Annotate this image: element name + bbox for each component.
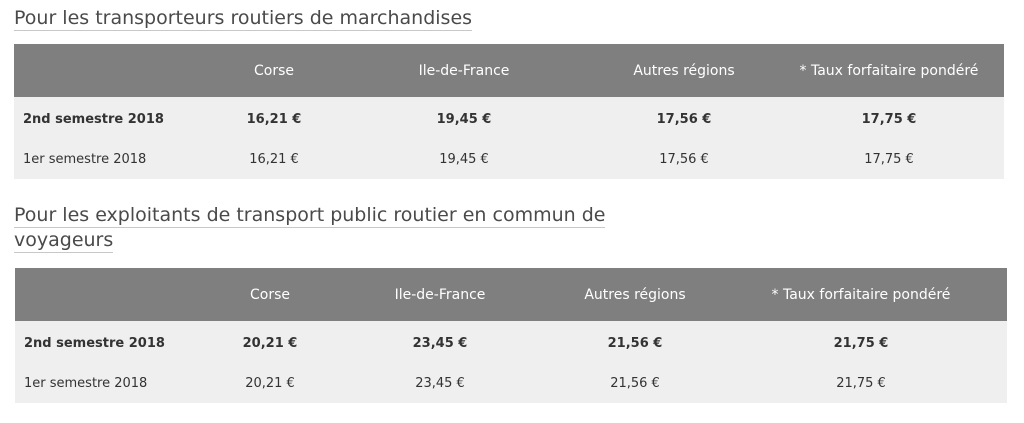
table-row: 1er semestre 2018 20,21 € 23,45 € 21,56 … bbox=[15, 363, 1007, 403]
section-title-goods-transport: Pour les transporteurs routiers de march… bbox=[14, 7, 473, 31]
header-autres-regions: Autres régions bbox=[555, 268, 715, 321]
header-taux-forfaitaire: * Taux forfaitaire pondéré bbox=[774, 44, 1004, 97]
cell-autres-regions: 17,56 € bbox=[594, 97, 774, 139]
cell-corse: 16,21 € bbox=[214, 139, 334, 179]
row-label: 1er semestre 2018 bbox=[14, 139, 214, 179]
header-corse: Corse bbox=[214, 44, 334, 97]
header-taux-forfaitaire: * Taux forfaitaire pondéré bbox=[715, 268, 1007, 321]
header-empty bbox=[14, 44, 214, 97]
cell-corse: 20,21 € bbox=[215, 363, 325, 403]
row-label: 2nd semestre 2018 bbox=[14, 97, 214, 139]
table-row: 2nd semestre 2018 20,21 € 23,45 € 21,56 … bbox=[15, 321, 1007, 363]
header-empty bbox=[15, 268, 215, 321]
table-row: 1er semestre 2018 16,21 € 19,45 € 17,56 … bbox=[14, 139, 1004, 179]
header-ile-de-france: Ile-de-France bbox=[325, 268, 555, 321]
cell-ile-de-france: 23,45 € bbox=[325, 363, 555, 403]
table-header-row: Corse Ile-de-France Autres régions * Tau… bbox=[15, 268, 1007, 321]
cell-corse: 20,21 € bbox=[215, 321, 325, 363]
cell-ile-de-france: 23,45 € bbox=[325, 321, 555, 363]
cell-taux-forfaitaire: 21,75 € bbox=[715, 321, 1007, 363]
section-title-passenger-transport: Pour les exploitants de transport public… bbox=[14, 204, 606, 253]
row-label: 1er semestre 2018 bbox=[15, 363, 215, 403]
cell-autres-regions: 21,56 € bbox=[555, 321, 715, 363]
cell-ile-de-france: 19,45 € bbox=[334, 139, 594, 179]
cell-autres-regions: 17,56 € bbox=[594, 139, 774, 179]
header-ile-de-france: Ile-de-France bbox=[334, 44, 594, 97]
cell-autres-regions: 21,56 € bbox=[555, 363, 715, 403]
cell-taux-forfaitaire: 17,75 € bbox=[774, 97, 1004, 139]
cell-ile-de-france: 19,45 € bbox=[334, 97, 594, 139]
header-autres-regions: Autres régions bbox=[594, 44, 774, 97]
table-row: 2nd semestre 2018 16,21 € 19,45 € 17,56 … bbox=[14, 97, 1004, 139]
rates-table-goods-transport: Corse Ile-de-France Autres régions * Tau… bbox=[14, 44, 1004, 179]
header-corse: Corse bbox=[215, 268, 325, 321]
cell-corse: 16,21 € bbox=[214, 97, 334, 139]
table-header-row: Corse Ile-de-France Autres régions * Tau… bbox=[14, 44, 1004, 97]
row-label: 2nd semestre 2018 bbox=[15, 321, 215, 363]
cell-taux-forfaitaire: 17,75 € bbox=[774, 139, 1004, 179]
rates-table-passenger-transport: Corse Ile-de-France Autres régions * Tau… bbox=[15, 268, 1007, 403]
cell-taux-forfaitaire: 21,75 € bbox=[715, 363, 1007, 403]
